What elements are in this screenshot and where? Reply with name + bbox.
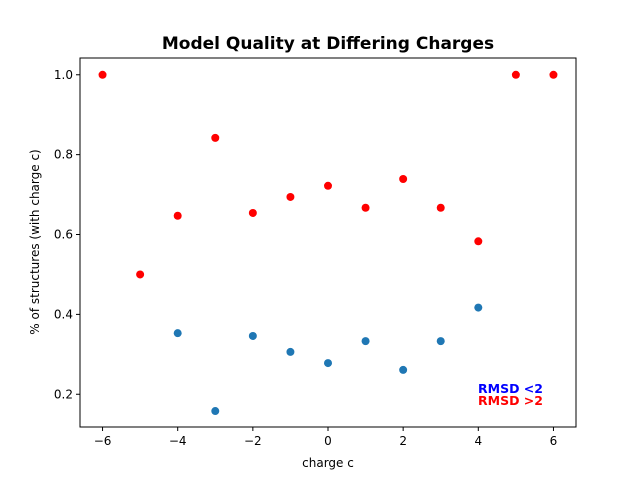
- x-tick-label: 4: [474, 434, 482, 448]
- x-tick-label: −4: [169, 434, 187, 448]
- data-point: [173, 211, 182, 220]
- plot-area: [98, 70, 558, 416]
- x-tick-label: 0: [324, 434, 332, 448]
- data-point: [248, 208, 257, 217]
- y-axis: 0.2 0.4 0.6 0.8 1.0: [54, 68, 80, 401]
- data-point: [211, 133, 220, 142]
- x-tick-label: −6: [94, 434, 112, 448]
- chart-title: Model Quality at Differing Charges: [162, 34, 494, 54]
- data-point: [286, 347, 295, 356]
- data-point: [324, 359, 332, 368]
- data-point: [399, 365, 408, 374]
- x-tick-label: 6: [550, 434, 558, 448]
- data-point: [549, 70, 558, 79]
- data-point: [248, 331, 257, 340]
- data-point: [474, 237, 483, 246]
- data-point: [286, 192, 295, 201]
- data-point: [399, 175, 408, 184]
- legend-label-rmsd-lt-2: RMSD <2: [478, 381, 543, 396]
- series-rmsd-lt-2: [173, 303, 483, 416]
- data-point: [98, 70, 107, 79]
- x-axis-label: charge c: [302, 456, 354, 470]
- y-tick-label: 0.8: [54, 148, 73, 162]
- data-point: [211, 407, 220, 416]
- data-point: [436, 203, 445, 212]
- data-point: [436, 337, 445, 346]
- y-tick-label: 0.6: [54, 228, 73, 242]
- data-point: [474, 303, 483, 312]
- data-point: [324, 181, 332, 190]
- legend-label-rmsd-gt-2: RMSD >2: [478, 393, 543, 408]
- data-point: [361, 203, 370, 212]
- y-tick-label: 0.4: [54, 307, 73, 321]
- y-axis-label: % of structures (with charge c): [28, 149, 42, 334]
- data-point: [361, 337, 370, 346]
- y-tick-label: 1.0: [54, 68, 73, 82]
- data-point: [511, 70, 520, 79]
- y-tick-label: 0.2: [54, 387, 73, 401]
- series-rmsd-gt-2: [98, 70, 558, 279]
- data-point: [173, 329, 182, 338]
- x-tick-label: −2: [244, 434, 262, 448]
- x-tick-label: 2: [399, 434, 407, 448]
- data-point: [136, 270, 145, 279]
- x-axis: −6 −4 −2 0 2 4 6: [94, 427, 558, 448]
- legend: RMSD <2 RMSD >2: [478, 381, 543, 408]
